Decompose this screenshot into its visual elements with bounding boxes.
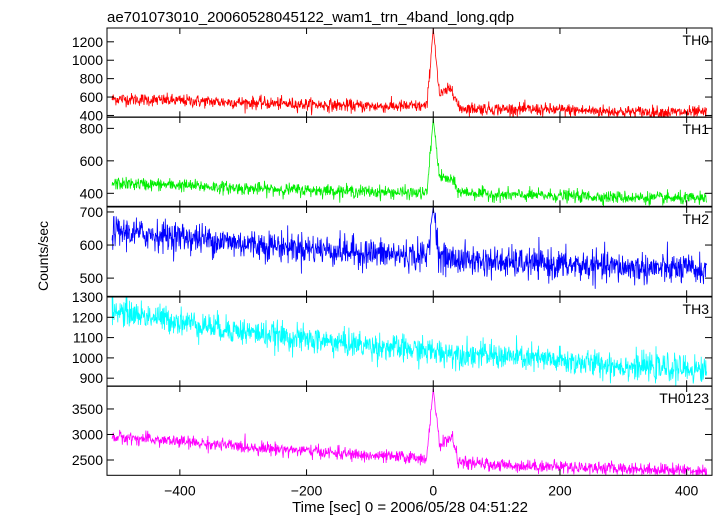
panel-th0: 400 600 800 1000 1200 TH0 (72, 27, 713, 123)
x-tick-label: 0 (429, 482, 437, 498)
panel-label: TH1 (683, 121, 710, 137)
y-tick-label: 1000 (72, 52, 103, 68)
y-tick-label: 1200 (72, 309, 103, 325)
panel-frame (106, 116, 713, 207)
y-tick-label: 500 (80, 270, 104, 286)
series-line-th2 (111, 207, 707, 289)
panels: 400 600 800 1000 1200 TH0 400 600 800 TH1 500 600 70… (72, 27, 713, 498)
panel-th2: 500 600 700 TH2 (80, 204, 713, 297)
panel-th3: 900 1000 1100 1200 1300 TH3 (72, 289, 713, 387)
y-tick-label: 600 (80, 237, 104, 253)
series-line-th0 (111, 28, 707, 118)
y-axis-label: Counts/sec (35, 221, 51, 291)
series-line-th1 (111, 118, 707, 207)
y-tick-label: 1300 (72, 289, 103, 305)
y-tick-label: 800 (80, 120, 104, 136)
y-tick-label: 1100 (73, 330, 103, 346)
panel-th0123: 2500 3000 3500 TH0123 (72, 385, 713, 476)
series-line-th3 (111, 297, 707, 387)
y-tick-label: 3000 (72, 426, 103, 442)
y-tick-label: 800 (80, 71, 104, 87)
y-tick-label: 600 (80, 153, 104, 169)
panel-frame (106, 385, 713, 476)
panel-label: TH0123 (659, 390, 709, 406)
y-tick-label: 600 (80, 89, 104, 105)
series-line-th0123 (111, 388, 707, 476)
y-tick-label: 400 (80, 107, 104, 123)
y-tick-label: 2500 (72, 452, 103, 468)
y-tick-label: 900 (80, 370, 104, 386)
panel-frame (106, 206, 713, 297)
panel-th1: 400 600 800 TH1 (80, 116, 713, 207)
x-axis-label: Time [sec] 0 = 2006/05/28 04:51:22 (292, 499, 528, 516)
panel-label: TH3 (683, 301, 710, 317)
y-tick-label: 1000 (72, 350, 103, 366)
chart-title: ae701073010_20060528045122_wam1_trn_4ban… (107, 9, 514, 26)
x-tick-label: −200 (291, 482, 323, 498)
panel-label: TH0 (683, 32, 710, 48)
y-tick-label: 3500 (72, 401, 103, 417)
x-tick-label: −400 (164, 482, 196, 498)
panel-label: TH2 (683, 211, 710, 227)
x-tick-label: 200 (548, 482, 572, 498)
y-tick-label: 700 (80, 204, 104, 220)
y-tick-label: 1200 (72, 34, 103, 50)
y-tick-label: 400 (80, 185, 104, 201)
panel-frame (106, 296, 713, 387)
x-tick-label: 400 (675, 482, 699, 498)
